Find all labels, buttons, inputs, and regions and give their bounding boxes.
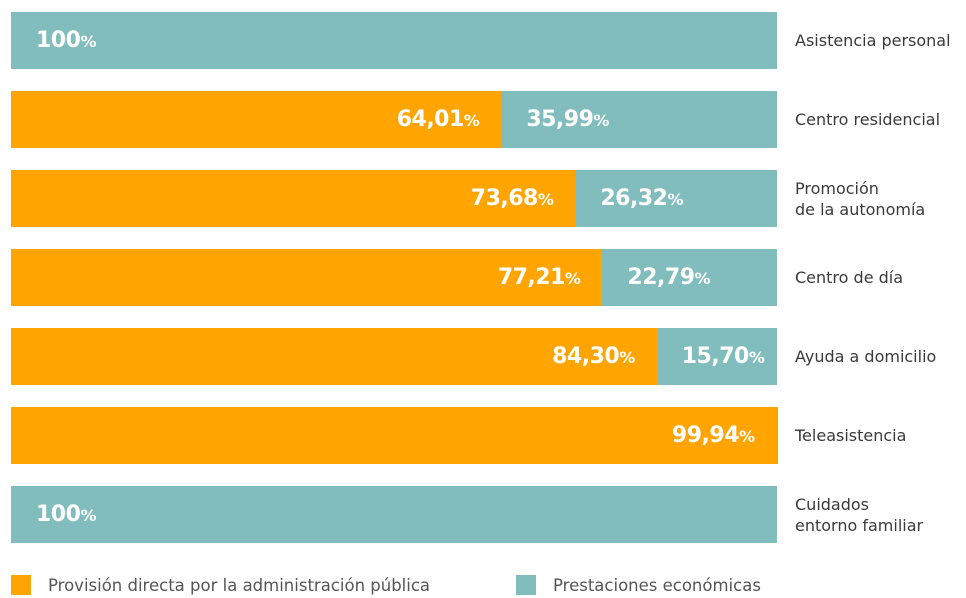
category-label: Centro de día [795, 268, 904, 287]
value-label: 100% [36, 502, 96, 527]
bar-segment [11, 91, 502, 148]
value-label: 100% [36, 28, 96, 53]
value-label: 35,99% [526, 107, 609, 132]
legend-label: Prestaciones económicas [553, 576, 761, 595]
value-label: 99,94% [671, 423, 755, 448]
bar-segment [11, 407, 777, 464]
legend-swatch [516, 575, 536, 595]
bar-segment [602, 249, 777, 306]
category-label: Promoción de la autonomía [795, 178, 926, 219]
bar-segment [656, 328, 777, 385]
bar-segment [11, 170, 576, 227]
category-label: Centro residencial [795, 110, 941, 129]
value-label: 84,30% [552, 344, 635, 369]
bar-segment [11, 12, 777, 69]
value-label: 64,01% [396, 107, 480, 132]
value-label: 22,79% [627, 265, 711, 290]
category-label: Ayuda a domicilio [795, 347, 937, 366]
category-label: Teleasistencia [795, 426, 907, 445]
value-label: 73,68% [470, 186, 554, 211]
bar-segment [575, 170, 777, 227]
value-label: 77,21% [497, 265, 581, 290]
bar-segment [11, 328, 657, 385]
category-label: Asistencia personal [795, 31, 951, 50]
legend-swatch [11, 575, 31, 595]
bar-segment [501, 91, 777, 148]
value-label: 26,32% [600, 186, 683, 211]
category-label: Cuidados entorno familiar [795, 494, 924, 535]
value-label: 15,70% [681, 344, 765, 369]
legend-label: Provisión directa por la administración … [48, 576, 431, 595]
bar-segment [11, 249, 603, 306]
bar-segment [11, 486, 777, 543]
